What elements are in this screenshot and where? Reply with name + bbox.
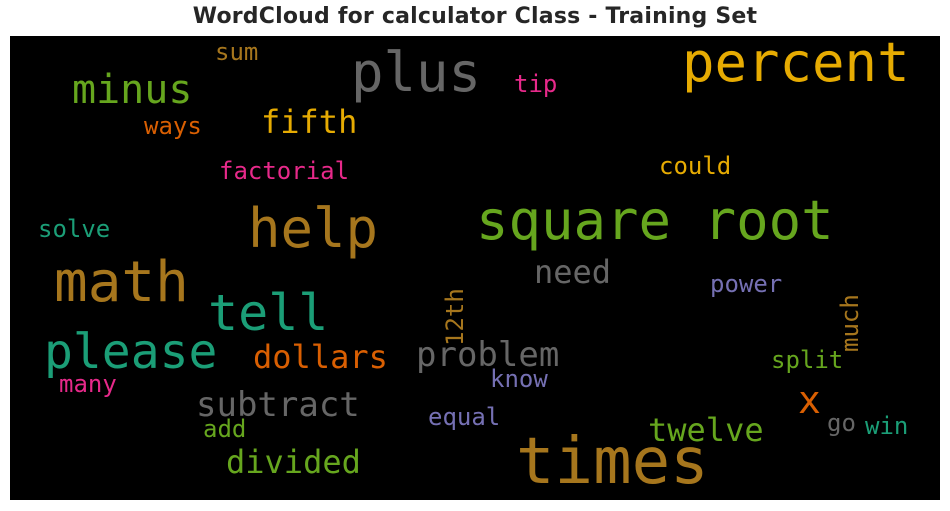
word-ways: ways [144, 112, 202, 140]
word-equal: equal [428, 403, 501, 431]
word-please: please [44, 324, 218, 380]
word-square-root: square root [476, 189, 834, 252]
word-divided: divided [226, 443, 361, 481]
chart-title: WordCloud for calculator Class - Trainin… [192, 4, 758, 29]
word-solve: solve [38, 215, 111, 243]
wordcloud-canvas: times square root math help percent plea… [10, 36, 940, 500]
word-split: split [771, 346, 844, 374]
word-subtract: subtract [196, 385, 360, 425]
word-need: need [534, 253, 612, 291]
word-tip: tip [514, 70, 558, 98]
word-problem: problem [416, 335, 560, 375]
word-many: many [59, 370, 117, 398]
word-help: help [248, 197, 379, 260]
word-12th: 12th [441, 288, 469, 346]
word-sum: sum [215, 38, 259, 66]
word-dollars: dollars [253, 338, 388, 376]
word-could: could [659, 152, 732, 180]
word-add: add [203, 415, 247, 443]
word-plus: plus [351, 41, 482, 104]
word-factorial: factorial [219, 157, 350, 185]
word-fifth: fifth [261, 103, 358, 141]
word-math: math [54, 250, 189, 315]
word-minus: minus [72, 67, 193, 113]
word-tell: tell [208, 284, 329, 342]
word-times: times [516, 425, 709, 499]
word-win: win [865, 412, 909, 440]
word-twelve: twelve [648, 411, 764, 449]
word-x: x [798, 378, 821, 422]
word-know: know [490, 365, 548, 393]
word-much: much [836, 294, 864, 352]
word-percent: percent [682, 36, 910, 94]
word-go: go [827, 409, 856, 437]
word-power: power [710, 270, 783, 298]
